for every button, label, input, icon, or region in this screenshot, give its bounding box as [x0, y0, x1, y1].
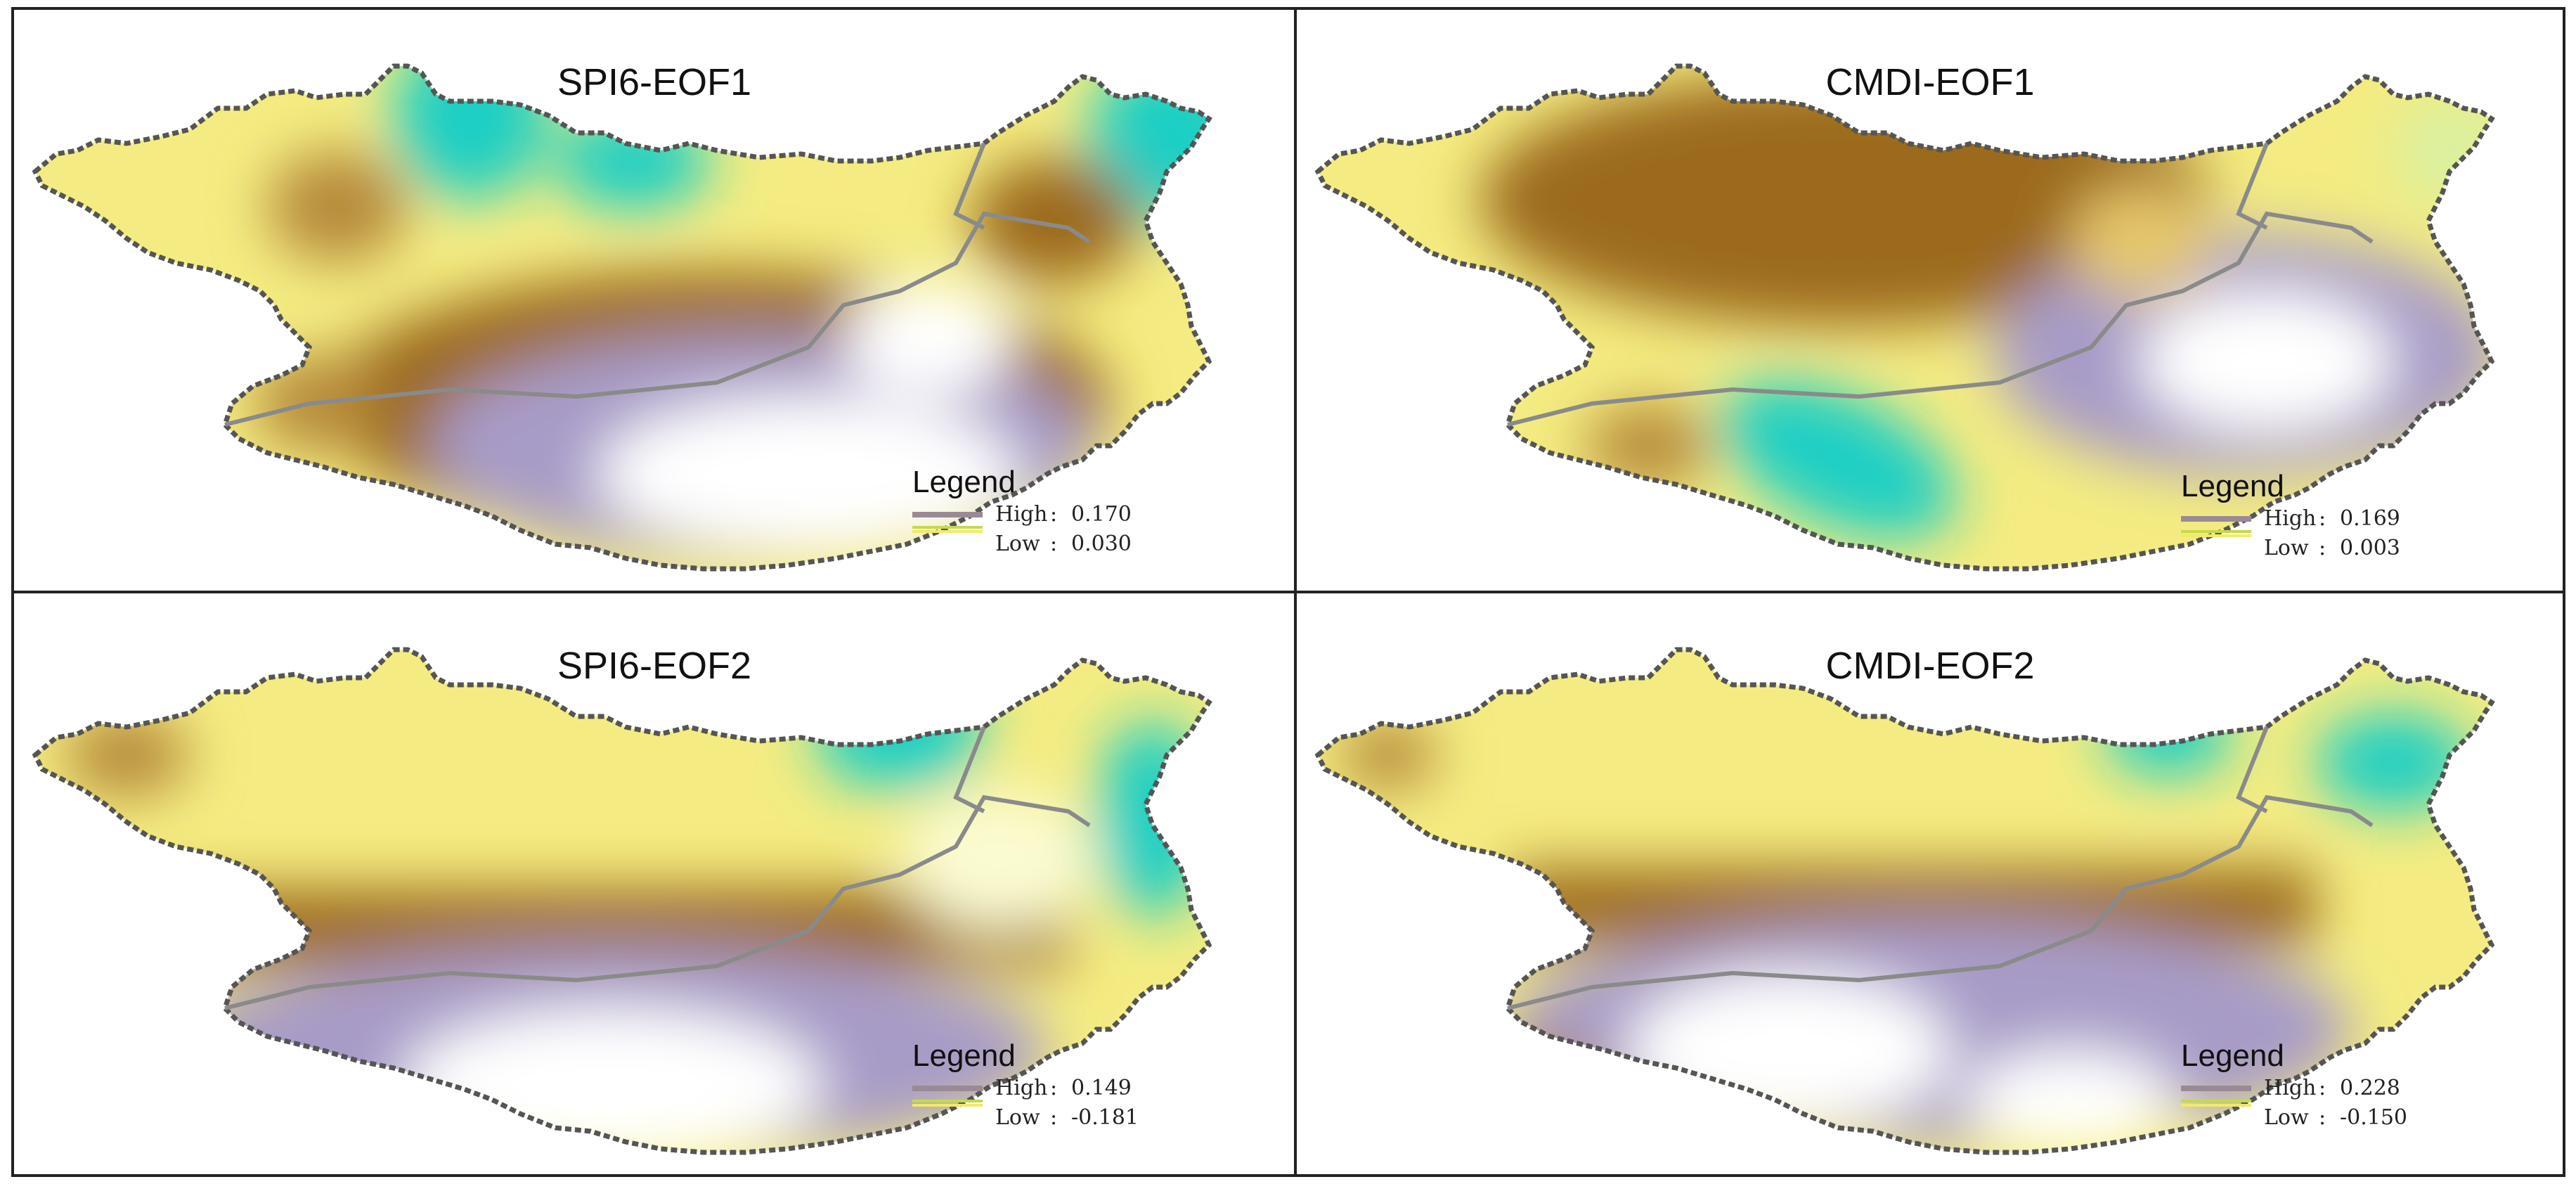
legend-low: Low : -0.181 — [912, 1100, 1208, 1133]
high-label: High — [995, 1076, 1048, 1100]
low-swatch — [2181, 1100, 2251, 1102]
legend-high: High : 0.228 — [2181, 1074, 2476, 1104]
high-swatch — [912, 1086, 983, 1091]
map-panel-cmdi-eof1: CMDI-EOF1 Legend High : 0.169 Low : 0.00… — [1297, 10, 2563, 591]
high-label: High — [2264, 506, 2317, 531]
high-sep: : — [1050, 1076, 1058, 1100]
map-legend: Legend High : 0.170 Low : 0.030 — [912, 464, 1208, 560]
map-legend: Legend High : 0.169 Low : 0.003 — [2181, 468, 2476, 564]
legend-title: Legend — [912, 465, 1016, 499]
low-label: Low — [995, 532, 1040, 556]
low-value: 0.030 — [1071, 532, 1132, 556]
high-value: 0.228 — [2340, 1076, 2400, 1100]
legend-high: High : 0.169 — [2181, 505, 2476, 534]
panel-title: CMDI-EOF2 — [1825, 645, 2035, 687]
high-label: High — [2264, 1076, 2317, 1100]
low-sep: : — [1050, 532, 1058, 556]
legend-low: Low : 0.030 — [912, 526, 1208, 560]
legend-title: Legend — [912, 1038, 1016, 1073]
high-swatch — [2181, 516, 2251, 522]
low-sep: : — [1050, 1105, 1058, 1130]
low-label: Low — [2264, 1105, 2309, 1130]
choropleth-map — [1314, 63, 2495, 572]
legend-low: Low : 0.003 — [2181, 530, 2476, 564]
high-value: 0.149 — [1071, 1076, 1132, 1100]
high-label: High — [995, 502, 1048, 527]
panel-title: CMDI-EOF1 — [1825, 61, 2035, 103]
low-value: 0.003 — [2340, 536, 2400, 560]
low-swatch — [912, 530, 983, 533]
low-sep: : — [2319, 1105, 2326, 1130]
high-sep: : — [1050, 502, 1058, 527]
choropleth-map — [1314, 647, 2495, 1155]
map-panel-spi6-eof1: SPI6-EOF1 Legend High : 0.170 Low : 0.03… — [14, 10, 1295, 591]
map-panel-spi6-eof2: SPI6-EOF2 Legend High : 0.149 Low : -0.1… — [14, 593, 1295, 1174]
legend-high: High : 0.149 — [912, 1074, 1208, 1104]
high-value: 0.170 — [1071, 502, 1132, 527]
low-swatch — [2181, 530, 2251, 533]
low-swatch — [912, 526, 983, 529]
panel-title: SPI6-EOF2 — [557, 645, 752, 687]
map-legend: Legend High : 0.149 Low : -0.181 — [912, 1038, 1208, 1133]
low-label: Low — [995, 1105, 1040, 1130]
low-swatch — [912, 1100, 983, 1102]
map-legend: Legend High : 0.228 Low : -0.150 — [2181, 1038, 2476, 1133]
panel-title: SPI6-EOF1 — [557, 61, 752, 103]
high-value: 0.169 — [2340, 506, 2400, 531]
map-panel-cmdi-eof2: CMDI-EOF2 Legend High : 0.228 Low : -0.1… — [1297, 593, 2563, 1174]
low-sep: : — [2319, 536, 2326, 560]
high-swatch — [2181, 1086, 2251, 1091]
low-value: -0.150 — [2340, 1105, 2408, 1130]
high-swatch — [912, 512, 983, 517]
high-sep: : — [2319, 1076, 2326, 1100]
low-swatch — [2181, 534, 2251, 537]
low-value: -0.181 — [1071, 1105, 1139, 1130]
high-sep: : — [2319, 506, 2326, 531]
legend-title: Legend — [2181, 1038, 2284, 1073]
legend-high: High : 0.170 — [912, 501, 1208, 530]
choropleth-map — [32, 647, 1212, 1155]
low-swatch — [912, 1104, 983, 1107]
low-swatch — [2181, 1104, 2251, 1107]
low-label: Low — [2264, 536, 2309, 560]
legend-low: Low : -0.150 — [2181, 1100, 2476, 1133]
legend-title: Legend — [2181, 469, 2284, 503]
